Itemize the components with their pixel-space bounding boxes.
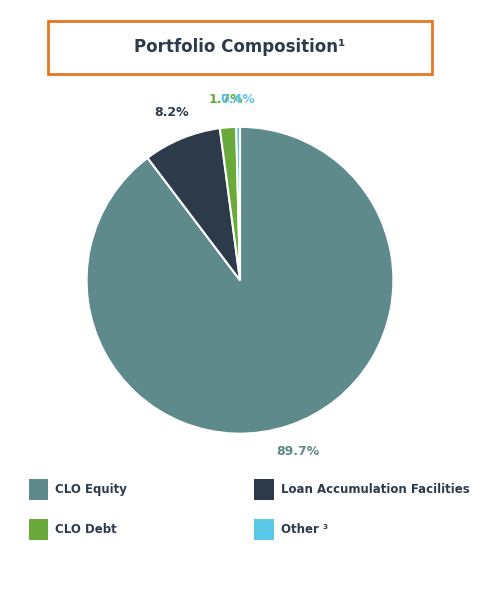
Wedge shape	[86, 127, 394, 434]
Text: CLO Equity: CLO Equity	[55, 483, 127, 496]
Text: Portfolio Composition¹: Portfolio Composition¹	[134, 38, 346, 56]
Bar	[29, 479, 48, 500]
Text: Other ³: Other ³	[281, 523, 328, 536]
Wedge shape	[236, 127, 240, 280]
Bar	[254, 479, 274, 500]
Text: 1.7%: 1.7%	[208, 93, 243, 106]
Bar	[254, 519, 274, 540]
Wedge shape	[147, 128, 240, 280]
Text: CLO Debt: CLO Debt	[55, 523, 117, 536]
Wedge shape	[220, 127, 240, 280]
FancyBboxPatch shape	[48, 21, 432, 74]
Text: 0.4%: 0.4%	[220, 93, 255, 106]
Text: 8.2%: 8.2%	[154, 106, 189, 119]
Text: Loan Accumulation Facilities: Loan Accumulation Facilities	[281, 483, 469, 496]
Bar	[29, 519, 48, 540]
Text: 89.7%: 89.7%	[276, 445, 319, 458]
